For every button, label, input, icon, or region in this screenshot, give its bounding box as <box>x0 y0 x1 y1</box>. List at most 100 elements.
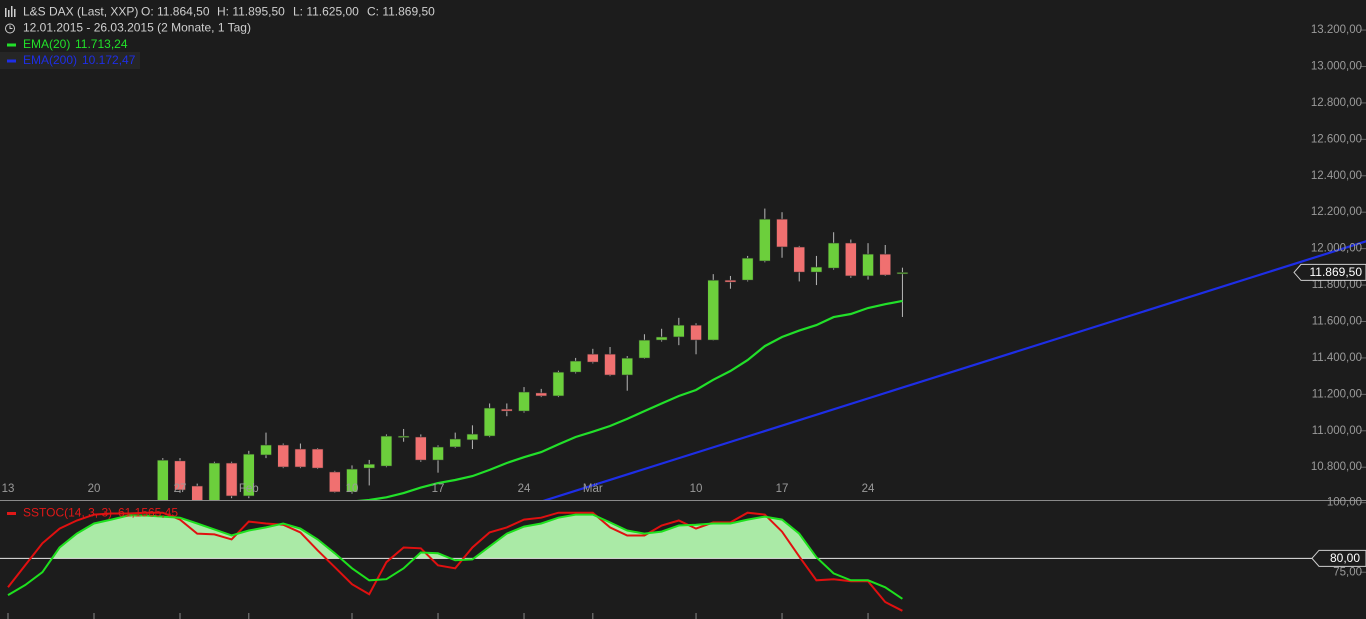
candle-body <box>535 392 548 397</box>
chart-icon <box>5 6 16 17</box>
x-tick-label: Mär <box>583 483 603 495</box>
candle-body <box>655 336 668 341</box>
instrument-title: L&S DAX (Last, XXP) <box>23 5 138 19</box>
y-tick-label: 12.800,00 <box>1311 97 1362 109</box>
candle-body <box>638 339 651 359</box>
candle-body <box>311 448 324 469</box>
candle-body <box>277 444 290 468</box>
oscillator-panel <box>0 511 1366 612</box>
candle-body <box>174 460 186 491</box>
x-tick-label: 10 <box>346 483 359 495</box>
x-tick-label: 27 <box>174 483 187 495</box>
x-tick-label: Feb <box>239 483 259 495</box>
candle-body <box>397 435 410 438</box>
legend-highlight <box>0 52 140 69</box>
candle-body <box>294 448 307 468</box>
x-tick-label: 24 <box>518 483 531 495</box>
candle-body <box>466 433 479 441</box>
y-tick-label: 11.600,00 <box>1312 316 1362 328</box>
candle-body <box>329 471 341 493</box>
price-panel <box>157 208 1366 500</box>
y-tick-label: 13.000,00 <box>1311 61 1362 73</box>
candle-body <box>432 446 444 461</box>
candle-body <box>793 246 806 273</box>
candle-body <box>449 438 462 448</box>
x-tick-label: 17 <box>432 483 445 495</box>
y-tick-label: 12.600,00 <box>1311 133 1362 145</box>
y-tick-label: 11.000,00 <box>1312 425 1362 437</box>
legend-value: 65,45 <box>148 506 178 520</box>
legend-label: EMA(200) <box>23 53 77 67</box>
price-tag-label: 11.869,50 <box>1310 265 1363 279</box>
y-tick-label: 75,00 <box>1333 566 1362 578</box>
legend-value: 11.713,24 <box>75 37 128 51</box>
y-tick-label: 13.200,00 <box>1311 24 1362 36</box>
legend-swatch <box>7 512 16 515</box>
candle-body <box>604 353 616 376</box>
x-tick-label: 10 <box>690 483 703 495</box>
candle-body <box>896 272 909 275</box>
candle-body <box>776 218 788 248</box>
legend-swatch <box>7 59 16 63</box>
x-tick-label: 17 <box>776 483 789 495</box>
ohlc-open: O: 11.864,50 <box>141 5 210 19</box>
candle-body <box>243 453 255 497</box>
candle-body <box>157 459 169 500</box>
candle-body <box>724 279 737 283</box>
candle-body <box>879 253 892 276</box>
candle-body <box>673 324 685 338</box>
date-range: 12.01.2015 - 26.03.2015 (2 Monate, 1 Tag… <box>23 21 251 35</box>
y-tick-label: 12.400,00 <box>1311 170 1362 182</box>
candle-body <box>862 253 874 277</box>
ohlc-high: H: 11.895,50 <box>217 5 285 19</box>
y-tick-label: 12.000,00 <box>1311 243 1362 255</box>
candle-body <box>827 242 840 269</box>
moving-average <box>356 299 903 500</box>
overlay: L&S DAX (Last, XXP) O: 11.864,50 H: 11.8… <box>0 5 1366 619</box>
candle-body <box>346 468 358 493</box>
legend-swatch <box>7 43 16 47</box>
x-tick-label: 20 <box>88 483 101 495</box>
legend-value: 10.172,47 <box>82 53 136 67</box>
candle-body <box>707 279 720 341</box>
candle-body <box>759 218 771 262</box>
price-tag <box>1293 263 1366 281</box>
candle-body <box>810 266 823 273</box>
candle-body <box>741 257 754 281</box>
oscillator-line <box>7 511 903 612</box>
candle-body <box>569 360 582 373</box>
candle-body <box>587 353 599 363</box>
candle-body <box>208 462 221 500</box>
candle-body <box>415 436 427 461</box>
y-tick-label: 10.800,00 <box>1311 461 1362 473</box>
level-tag <box>1311 549 1366 567</box>
candle-body <box>845 242 857 277</box>
y-tick-label: 11.400,00 <box>1312 352 1362 364</box>
y-tick-label: 11.800,00 <box>1312 279 1362 291</box>
candle-body <box>690 324 702 341</box>
candle-body <box>518 391 530 412</box>
x-tick-label: 13 <box>2 483 15 495</box>
candle-body <box>552 371 565 397</box>
legend-value: 61,15 <box>118 506 148 520</box>
candle-body <box>225 462 238 497</box>
candle-body <box>483 407 496 437</box>
candle-body <box>621 357 634 376</box>
y-tick-label: 12.200,00 <box>1311 206 1362 218</box>
clock-icon <box>5 23 15 34</box>
candle-body <box>501 408 513 412</box>
moving-average <box>542 240 1366 500</box>
ohlc-low: L: 11.625,00 <box>293 5 359 19</box>
legend-label: EMA(20) <box>23 37 70 51</box>
ohlc-close: C: 11.869,50 <box>367 5 435 19</box>
candle-body <box>380 435 393 467</box>
candle-body <box>363 463 376 469</box>
legend-label: SSTOC(14, 3, 3) <box>23 506 112 520</box>
y-tick-label: 100,00 <box>1327 497 1362 509</box>
candle-body <box>191 485 204 500</box>
x-tick-label: 24 <box>862 483 875 495</box>
y-tick-label: 11.200,00 <box>1312 388 1362 400</box>
